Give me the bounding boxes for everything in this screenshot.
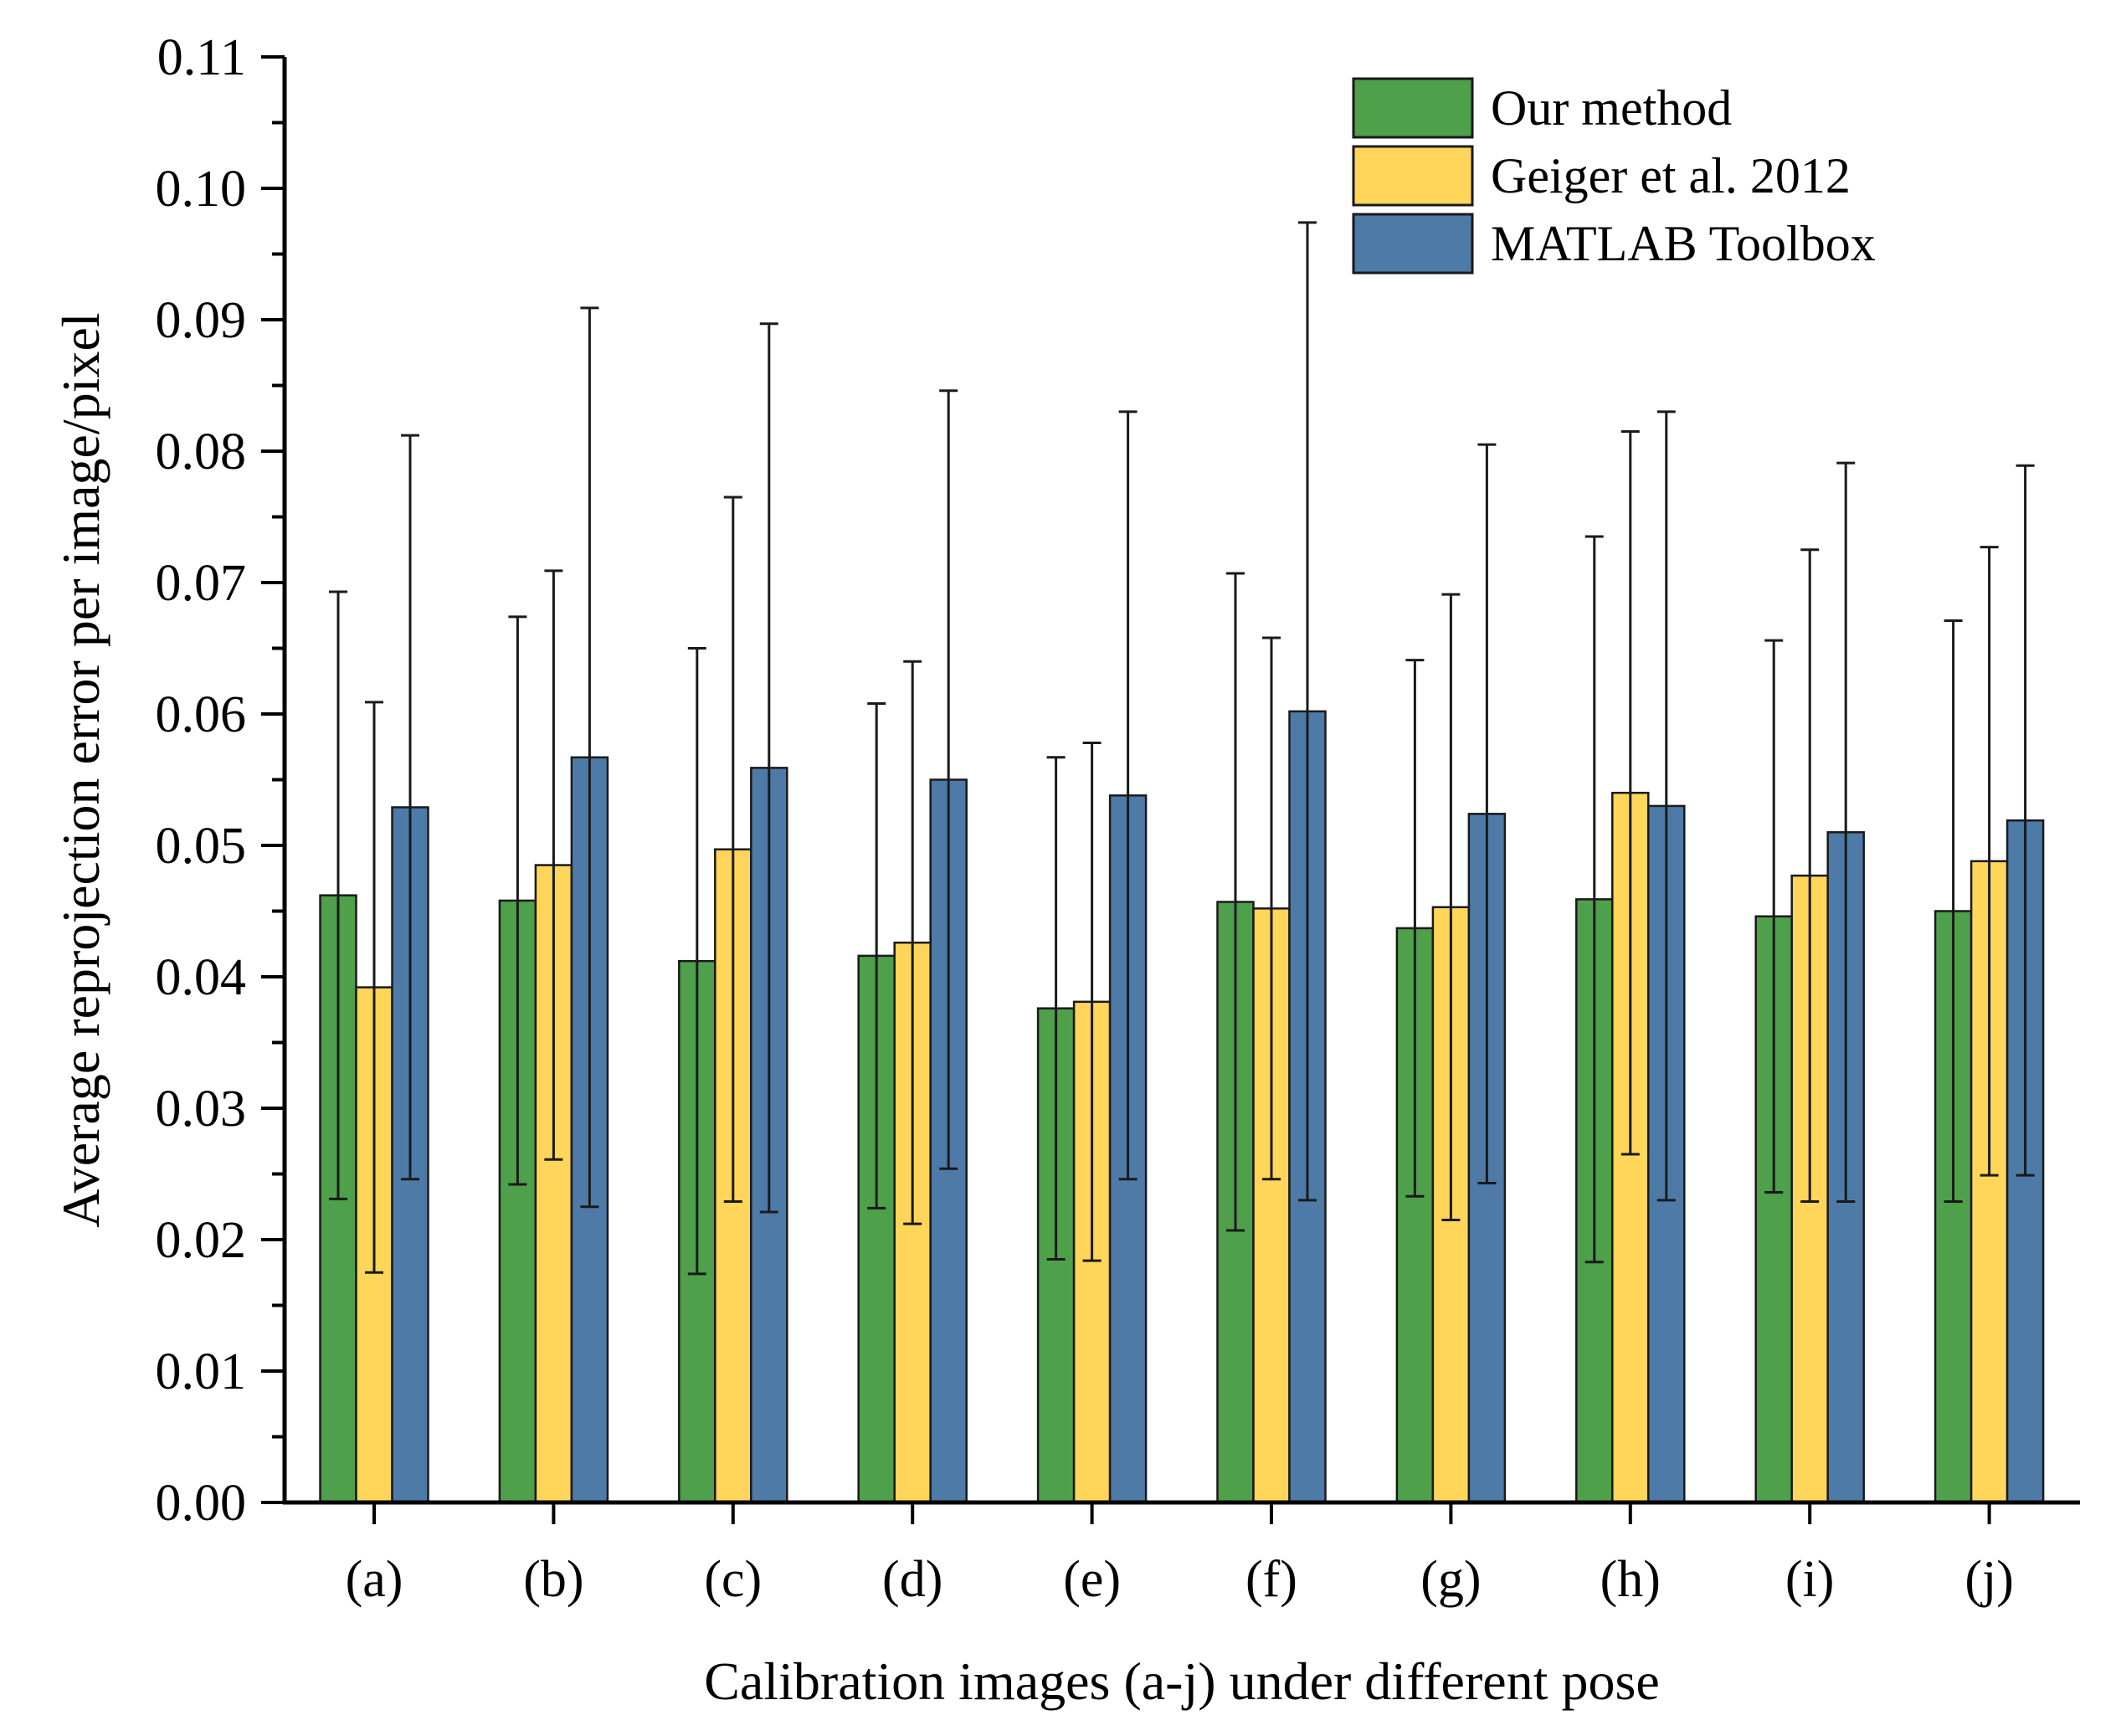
legend: Our method Geiger et al. 2012 MATLAB Toolb… — [1352, 77, 1876, 275]
bars-layer — [319, 710, 2045, 1504]
y-tick-label: 0.04 — [156, 949, 247, 1006]
y-tick-label: 0.02 — [156, 1212, 247, 1269]
y-axis-title: Average reprojection error per image/pix… — [51, 312, 110, 1227]
x-tick-label: (f) — [1245, 1551, 1297, 1608]
x-tick-label: (i) — [1785, 1551, 1835, 1608]
y-tick-label: 0.08 — [156, 424, 247, 480]
legend-label-series-1: Our method — [1491, 80, 1732, 136]
bar-f-series-2 — [1252, 907, 1291, 1504]
x-tick-label: (e) — [1063, 1551, 1121, 1608]
x-tick-label: (c) — [704, 1551, 762, 1608]
y-tick-label: 0.05 — [156, 818, 247, 875]
y-tick-label: 0.10 — [156, 161, 247, 218]
y-tick-label: 0.01 — [156, 1343, 247, 1400]
y-tick-label: 0.03 — [156, 1081, 247, 1138]
legend-label-series-3: MATLAB Toolbox — [1491, 216, 1876, 271]
x-axis-title: Calibration images (a-j) under different… — [704, 1651, 1660, 1711]
legend-swatch-series-1 — [1352, 77, 1474, 139]
y-tick-label: 0.09 — [156, 292, 247, 349]
legend-label-series-2: Geiger et al. 2012 — [1491, 148, 1851, 203]
y-tick-label: 0.00 — [156, 1475, 247, 1532]
x-tick-label: (j) — [1964, 1551, 2014, 1608]
y-tick-label: 0.11 — [157, 29, 246, 86]
error-bars-layer — [329, 221, 2035, 1276]
legend-swatch-series-3 — [1352, 213, 1474, 275]
y-tick-label: 0.07 — [156, 555, 247, 612]
axes-layer: (a) (b) (c) (d) (e) (f) (g) (h) (i) (j) 0.00 0.01 0.… — [156, 29, 2080, 1608]
x-tick-label: (b) — [523, 1551, 583, 1608]
x-tick-label: (a) — [346, 1551, 403, 1608]
x-tick-label: (g) — [1420, 1551, 1481, 1608]
legend-swatch-series-2 — [1352, 145, 1474, 207]
x-tick-label: (d) — [882, 1551, 942, 1608]
y-tick-label: 0.06 — [156, 686, 247, 743]
x-tick-label: (h) — [1600, 1551, 1661, 1608]
